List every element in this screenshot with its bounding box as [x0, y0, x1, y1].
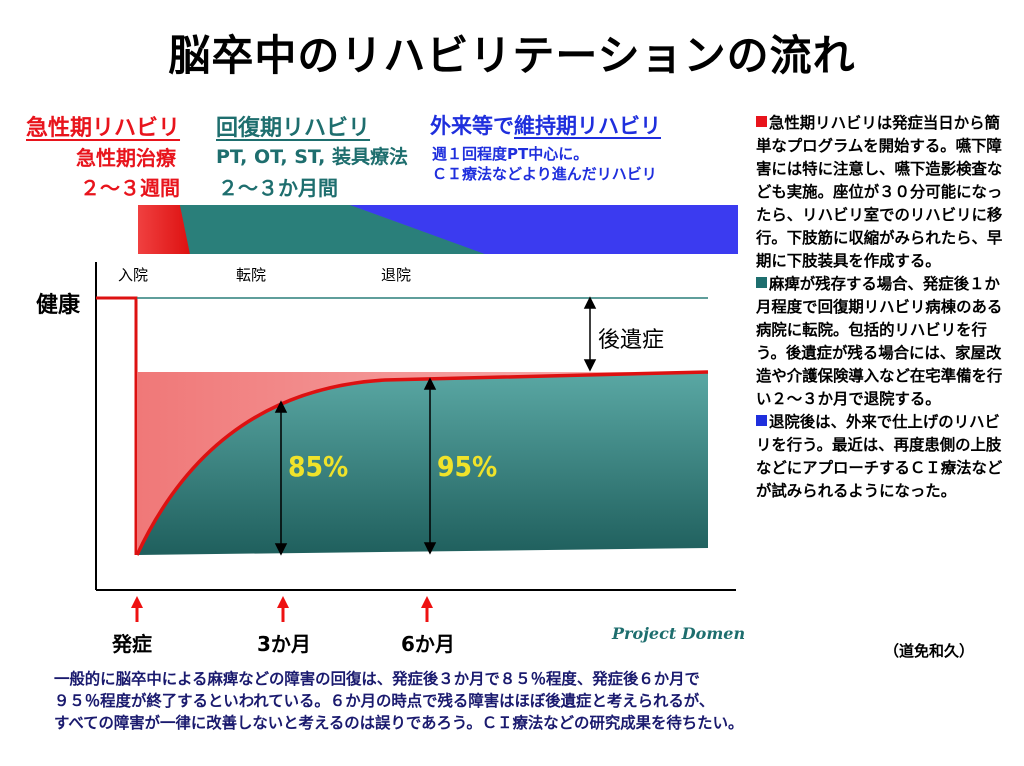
page-title: 脳卒中のリハビリテーションの流れ	[168, 31, 856, 80]
acute-phase-heading: 急性期リハビリ	[26, 116, 181, 141]
recovery-diagram	[95, 205, 738, 622]
recovery-area	[137, 372, 708, 555]
side-note-recovery: 麻痺が残存する場合、発症後１か月程度で回復期リハビリ病棟のある病院に転院。包括的…	[756, 275, 1003, 408]
time-6m-label: 6か月	[401, 632, 455, 656]
time-3m-label: 3か月	[257, 632, 311, 656]
blue-square-icon	[756, 415, 767, 426]
acute-treatment-label: 急性期治療	[76, 146, 176, 170]
recovery-treatment-label: PT, OT, ST, 装具療法	[216, 146, 409, 168]
band-acute	[138, 205, 190, 254]
pct-3m-label: 85%	[288, 450, 349, 483]
maintenance-line2: ＣＩ療法などより進んだリハビリ	[432, 165, 657, 183]
green-square-icon	[756, 277, 767, 288]
footer-text: 一般的に脳卒中による麻痺などの障害の回復は、発症後３か月で８５％程度、発症後６か…	[54, 668, 954, 734]
acute-duration-label: ２～３週間	[80, 176, 180, 200]
onset-drop	[96, 296, 138, 555]
phase-band	[138, 205, 738, 254]
side-notes: 急性期リハビリは発症当日から簡単なプログラムを開始する。嚥下障害には特に注意し、…	[756, 112, 1014, 503]
event-discharge: 退院	[381, 266, 412, 284]
event-admission: 入院	[118, 266, 149, 284]
impairment-area	[137, 372, 708, 555]
event-transfer: 転院	[236, 266, 267, 284]
author-label: （道免和久）	[884, 642, 975, 660]
red-square-icon	[756, 116, 767, 127]
time-onset-label: 発症	[112, 632, 152, 656]
credit-logo: Project Domen	[612, 624, 746, 643]
recovery-curve	[135, 370, 709, 556]
recovery-duration-label: ２～３か月間	[218, 176, 338, 200]
footer-line-3: すべての障害が一律に改善しないと考えるのは誤りであろう。ＣＩ療法などの研究成果を…	[54, 714, 744, 732]
band-recovery	[180, 205, 485, 254]
maintenance-heading-label: 維持期リハビリ	[514, 114, 661, 138]
maintenance-phase-heading: 外来等で維持期リハビリ	[430, 110, 661, 140]
recovery-phase-heading: 回復期リハビリ	[216, 116, 371, 141]
side-note-acute: 急性期リハビリは発症当日から簡単なプログラムを開始する。嚥下障害には特に注意し、…	[756, 114, 1003, 270]
maintenance-heading-prefix: 外来等で	[430, 114, 514, 138]
footer-line-2: ９５％程度が終了するといわれている。６か月の時点で残る障害はほぼ後遺症と考えられ…	[54, 692, 715, 710]
band-maintenance	[350, 205, 738, 254]
maintenance-line1: 週１回程度PT中心に。	[432, 145, 589, 163]
health-axis-label: 健康	[36, 293, 81, 318]
footer-line-1: 一般的に脳卒中による麻痺などの障害の回復は、発症後３か月で８５％程度、発症後６か…	[54, 670, 700, 688]
pct-6m-label: 95%	[437, 450, 498, 483]
sequela-label: 後遺症	[598, 328, 665, 353]
side-note-maintenance: 退院後は、外来で仕上げのリハビリを行う。最近は、再度患側の上肢などにアプローチす…	[756, 413, 1003, 500]
